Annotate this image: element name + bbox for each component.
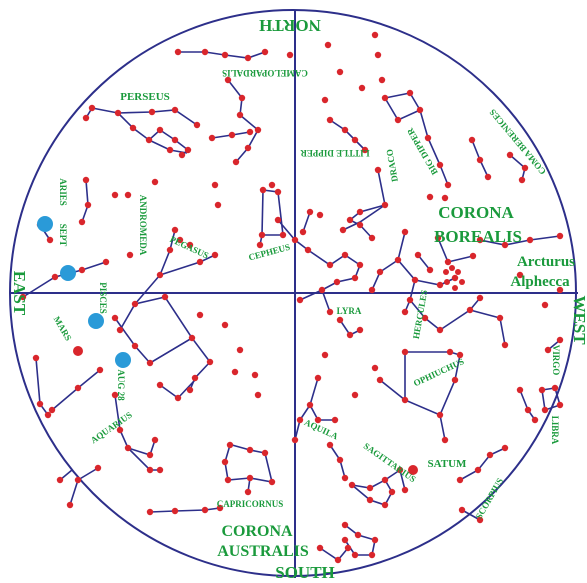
- north-label: NORTH: [259, 16, 321, 35]
- label-lyra: LYRA: [337, 306, 362, 316]
- planet-path: [37, 216, 131, 368]
- label-corona-borealis-1: CORONA: [438, 203, 514, 222]
- label-little-dipper: LITTLE DIPPER: [300, 148, 370, 158]
- label-aries: ARIES: [58, 178, 68, 206]
- label-saturn: SATUM: [428, 458, 468, 470]
- label-alphecca: Alphecca: [510, 274, 570, 290]
- south-label: SOUTH: [275, 563, 335, 582]
- path-dot-aug28: [115, 352, 131, 368]
- label-sept: SEPT: [58, 224, 68, 247]
- west-label: WEST: [570, 295, 587, 345]
- label-corona-borealis-2: BOREALIS: [434, 227, 522, 246]
- label-andromeda: ANDROMEDA: [138, 195, 148, 256]
- label-capricornus: CAPRICORNUS: [217, 499, 284, 509]
- east-label: EAST: [10, 271, 29, 316]
- label-aug28: AUG 28: [116, 369, 126, 401]
- path-dot-2: [60, 265, 76, 281]
- path-dot-3: [88, 313, 104, 329]
- mars-marker: [73, 346, 83, 356]
- label-camelopardalis: CAMELOPARDALIS: [222, 68, 308, 78]
- path-dot-sept: [37, 216, 53, 232]
- label-corona-australis-2: AUSTRALIS: [217, 543, 309, 560]
- label-libra: LIBRA: [550, 416, 560, 445]
- label-virgo: VIRGO: [551, 345, 561, 376]
- saturn-marker: [408, 465, 418, 475]
- label-perseus: PERSEUS: [120, 91, 170, 103]
- label-pisces: PISCES: [98, 282, 108, 314]
- label-corona-australis-1: CORONA: [221, 523, 293, 540]
- label-arcturus: Arcturus: [517, 254, 575, 270]
